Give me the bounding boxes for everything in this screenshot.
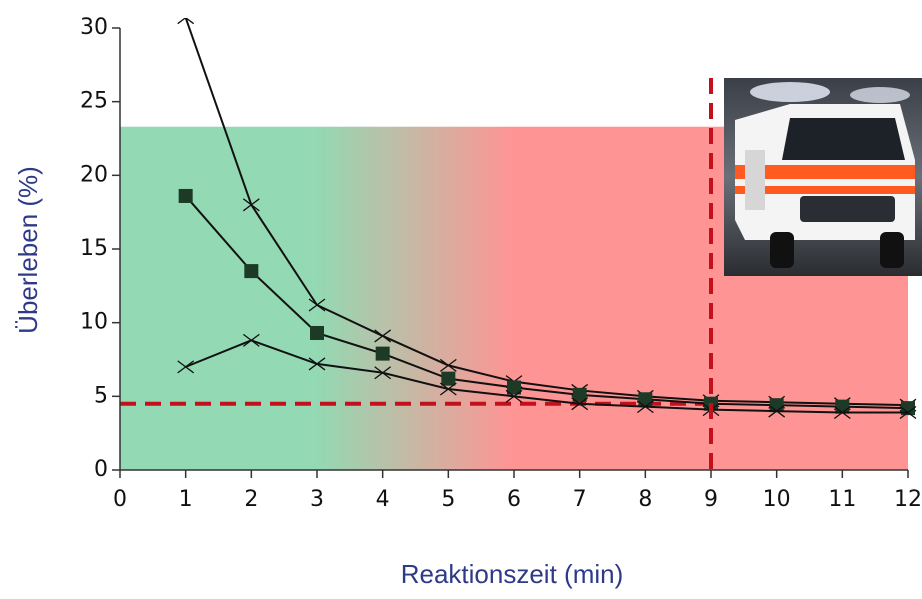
x-marker: [899, 406, 917, 420]
x-marker: [177, 360, 195, 374]
y-tick-label: 25: [80, 89, 108, 114]
series-line: [184, 18, 909, 407]
square-marker: [638, 392, 653, 407]
y-tick-label: 0: [94, 457, 108, 482]
ambulance-photo: [724, 78, 922, 276]
x-axis-title: Reaktionszeit (min): [401, 559, 624, 589]
x-tick-label: 8: [638, 487, 652, 512]
x-tick-label: 6: [507, 487, 521, 512]
square-marker: [310, 325, 324, 340]
series-line: [185, 339, 908, 414]
x-tick-label: 7: [573, 487, 587, 512]
x-tick-label: 1: [179, 487, 193, 512]
y-axis-title: Überleben (%): [13, 166, 43, 334]
x-marker: [571, 397, 589, 411]
square-marker: [244, 264, 259, 279]
series-line: [184, 195, 909, 410]
y-tick-label: 5: [94, 383, 108, 408]
x-tick-label: 2: [244, 487, 258, 512]
x-marker: [636, 400, 654, 414]
x-marker: [374, 366, 392, 380]
x-tick-label: 12: [894, 487, 922, 512]
x-tick-label: 10: [763, 487, 791, 512]
x-marker: [833, 406, 851, 420]
x-marker: [768, 404, 786, 418]
square-marker: [507, 380, 521, 395]
square-marker: [178, 188, 193, 203]
x-marker: [177, 18, 195, 25]
square-marker: [572, 387, 587, 402]
x-tick-label: 4: [376, 487, 390, 512]
x-marker: [439, 382, 457, 396]
x-marker: [308, 298, 326, 312]
x-marker: [439, 358, 457, 372]
square-marker: [375, 346, 390, 361]
x-marker: [308, 357, 326, 371]
x-tick-label: 11: [828, 487, 856, 512]
x-tick-label: 5: [441, 487, 455, 512]
x-marker: [505, 389, 523, 403]
square-marker: [441, 371, 456, 386]
x-tick-label: 9: [704, 487, 718, 512]
x-tick-label: 3: [310, 487, 324, 512]
x-marker: [242, 198, 260, 212]
x-marker: [374, 329, 392, 343]
y-tick-label: 20: [80, 162, 108, 187]
x-tick-label: 0: [113, 487, 127, 512]
x-marker: [242, 333, 260, 347]
y-tick-label: 10: [80, 310, 108, 335]
y-tick-label: 30: [80, 15, 108, 40]
y-tick-label: 15: [80, 236, 108, 261]
